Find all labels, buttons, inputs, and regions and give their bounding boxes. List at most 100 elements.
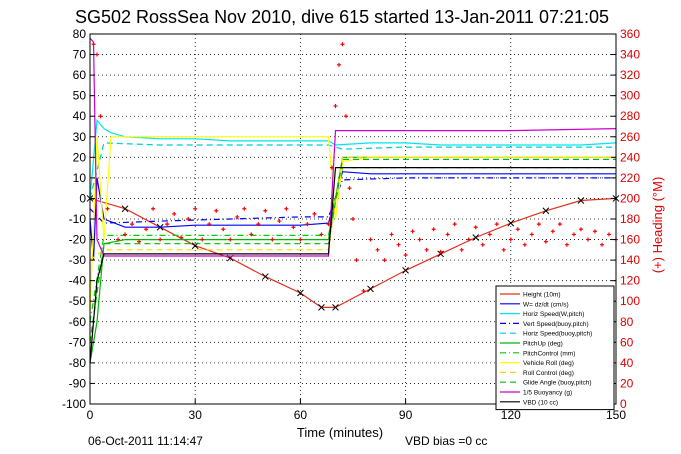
heading-point bbox=[347, 186, 352, 191]
heading-point bbox=[585, 237, 590, 242]
y-tick-label: 50 bbox=[73, 89, 87, 103]
y2-tick-label: 40 bbox=[620, 356, 634, 370]
y-tick-label: 70 bbox=[73, 48, 87, 62]
height-marker bbox=[121, 205, 129, 213]
heading-point bbox=[389, 232, 394, 237]
heading-point bbox=[333, 103, 338, 108]
y-tick-label: -100 bbox=[62, 397, 86, 411]
heading-point bbox=[326, 222, 331, 227]
heading-point bbox=[543, 239, 548, 244]
legend: Height (10m) W= dz/dt (cm/s) Horiz Speed(W… bbox=[495, 285, 615, 411]
series-line-2 bbox=[89, 118, 617, 199]
heading-point bbox=[193, 206, 198, 211]
heading-point bbox=[329, 165, 334, 170]
heading-point bbox=[351, 217, 355, 221]
heading-point bbox=[179, 235, 184, 240]
heading-point bbox=[343, 114, 348, 119]
y-tick-label: -70 bbox=[69, 335, 87, 349]
heading-point bbox=[466, 237, 471, 242]
y-tick-label: 80 bbox=[73, 27, 87, 41]
heading-point bbox=[550, 229, 555, 234]
heading-point bbox=[417, 237, 422, 242]
y-tick-label: 10 bbox=[73, 171, 87, 185]
heading-point bbox=[571, 232, 576, 237]
heading-point bbox=[291, 225, 296, 230]
y-tick-label: -50 bbox=[69, 294, 87, 308]
height-marker bbox=[542, 207, 550, 215]
heading-point bbox=[473, 225, 478, 230]
vbd-bias-label: VBD bias =0 cc bbox=[405, 434, 487, 448]
heading-point bbox=[249, 232, 254, 237]
y2-tick-label: 320 bbox=[620, 68, 640, 82]
heading-point bbox=[242, 206, 247, 211]
legend-label: 1/5 Buoyancy (g) bbox=[523, 390, 572, 397]
heading-point bbox=[424, 247, 429, 252]
heading-point bbox=[382, 258, 387, 263]
heading-point bbox=[592, 229, 597, 234]
series-layer bbox=[86, 37, 620, 364]
y-tick-label: 30 bbox=[73, 130, 87, 144]
y-tick-label: -30 bbox=[69, 253, 87, 267]
x-axis-label: Time (minutes) bbox=[297, 425, 383, 440]
y2-tick-label: 180 bbox=[620, 212, 640, 226]
legend-box bbox=[495, 285, 615, 411]
heading-point bbox=[340, 42, 345, 47]
y-tick-label: 60 bbox=[73, 68, 87, 82]
heading-point bbox=[165, 222, 170, 227]
heading-point bbox=[130, 222, 135, 227]
chart-title: SG502 RossSea Nov 2010, dive 615 started… bbox=[75, 7, 609, 27]
heading-point bbox=[508, 237, 513, 242]
heading-point bbox=[452, 222, 457, 227]
heading-point bbox=[277, 219, 282, 224]
heading-point bbox=[564, 242, 569, 247]
heading-point bbox=[438, 249, 443, 254]
heading-point bbox=[256, 222, 261, 227]
heading-point bbox=[480, 242, 485, 247]
height-marker bbox=[367, 285, 374, 293]
right-axis-label: (+) Heading (°M) bbox=[650, 177, 665, 274]
y2-tick-label: 200 bbox=[620, 191, 640, 205]
height-marker bbox=[297, 289, 304, 297]
heading-point bbox=[158, 237, 163, 242]
series-line-10 bbox=[89, 37, 617, 257]
legend-label: Glide Angle (buoy,pitch) bbox=[523, 380, 592, 387]
heading-point bbox=[522, 242, 527, 247]
legend-label: PitchControl (mm) bbox=[523, 350, 575, 357]
y2-tick-label: 240 bbox=[620, 150, 640, 164]
height-marker bbox=[472, 234, 480, 241]
series-line-4 bbox=[89, 142, 616, 199]
heading-point bbox=[221, 227, 226, 232]
heading-point bbox=[494, 222, 499, 227]
legend-label: Roll Control (deg) bbox=[523, 370, 574, 377]
heading-point bbox=[445, 232, 450, 237]
y-tick-label: 40 bbox=[73, 109, 87, 123]
y2-tick-label: 140 bbox=[620, 253, 640, 267]
series-line-9 bbox=[89, 158, 616, 343]
height-marker bbox=[332, 304, 339, 311]
legend-label: Horiz Speed(W,pitch) bbox=[523, 311, 584, 318]
y2-tick-label: 60 bbox=[620, 335, 634, 349]
legend-label: Vert Speed(buoy,pitch) bbox=[523, 321, 589, 328]
heading-point bbox=[151, 206, 156, 211]
heading-point bbox=[200, 237, 205, 242]
legend-label: PitchUp (deg) bbox=[523, 341, 563, 348]
y2-tick-label: 260 bbox=[620, 130, 640, 144]
heading-point bbox=[557, 222, 562, 227]
heading-point bbox=[312, 211, 317, 216]
heading-point bbox=[298, 237, 303, 242]
series-line-3 bbox=[89, 177, 616, 224]
heading-point bbox=[123, 232, 128, 237]
y2-tick-label: 80 bbox=[620, 315, 634, 329]
heading-point bbox=[172, 211, 177, 216]
left-axis-ticks: -100-90-80-70-60-50-40-30-20-10010203040… bbox=[62, 27, 95, 411]
legend-label: Vehicle Roll (deg) bbox=[523, 360, 574, 367]
heading-point bbox=[207, 222, 212, 227]
heading-point bbox=[91, 42, 96, 47]
y2-tick-label: 340 bbox=[620, 48, 640, 62]
y2-tick-label: 160 bbox=[620, 233, 640, 247]
heading-point bbox=[487, 232, 492, 237]
x-tick-label: 90 bbox=[399, 408, 413, 422]
height-marker bbox=[318, 304, 325, 311]
heading-point bbox=[403, 252, 408, 257]
heading-point bbox=[368, 237, 373, 242]
